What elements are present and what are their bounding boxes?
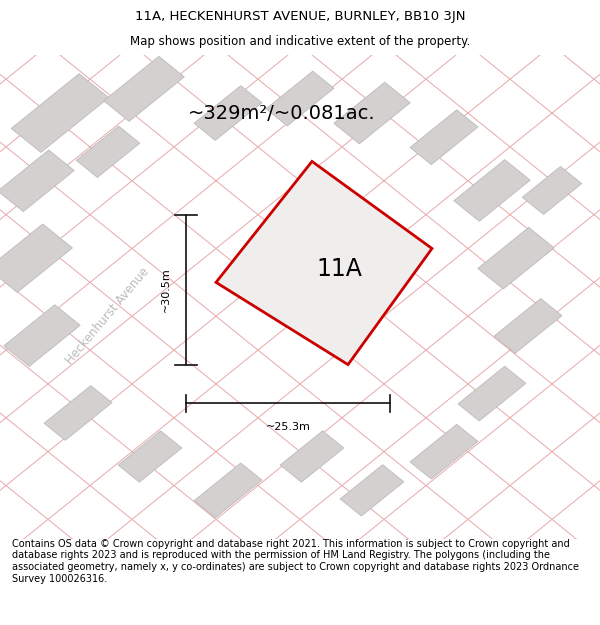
Text: Contains OS data © Crown copyright and database right 2021. This information is : Contains OS data © Crown copyright and d…	[12, 539, 579, 584]
Text: 11A: 11A	[316, 257, 362, 281]
Text: Map shows position and indicative extent of the property.: Map shows position and indicative extent…	[130, 35, 470, 48]
Polygon shape	[11, 74, 109, 152]
Polygon shape	[216, 161, 432, 364]
Polygon shape	[454, 159, 530, 221]
Polygon shape	[0, 224, 73, 292]
Polygon shape	[4, 305, 80, 366]
Polygon shape	[0, 150, 74, 211]
Polygon shape	[44, 386, 112, 441]
Polygon shape	[280, 431, 344, 482]
Text: ~329m²/~0.081ac.: ~329m²/~0.081ac.	[188, 104, 376, 122]
Text: ~30.5m: ~30.5m	[161, 268, 171, 312]
Polygon shape	[410, 424, 478, 479]
Polygon shape	[478, 228, 554, 289]
Polygon shape	[266, 71, 334, 126]
Polygon shape	[523, 166, 581, 214]
Polygon shape	[458, 366, 526, 421]
Text: Heckenhurst Avenue: Heckenhurst Avenue	[64, 266, 152, 367]
Polygon shape	[410, 110, 478, 164]
Polygon shape	[194, 86, 262, 141]
Text: ~25.3m: ~25.3m	[266, 422, 310, 432]
Polygon shape	[340, 465, 404, 516]
Polygon shape	[194, 463, 262, 518]
Polygon shape	[76, 126, 140, 178]
Polygon shape	[334, 82, 410, 144]
Text: 11A, HECKENHURST AVENUE, BURNLEY, BB10 3JN: 11A, HECKENHURST AVENUE, BURNLEY, BB10 3…	[135, 10, 465, 23]
Polygon shape	[104, 56, 184, 121]
Polygon shape	[118, 431, 182, 482]
Polygon shape	[494, 299, 562, 353]
